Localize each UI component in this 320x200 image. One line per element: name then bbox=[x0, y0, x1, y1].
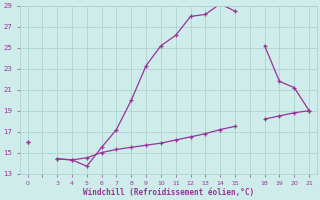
X-axis label: Windchill (Refroidissement éolien,°C): Windchill (Refroidissement éolien,°C) bbox=[83, 188, 254, 197]
